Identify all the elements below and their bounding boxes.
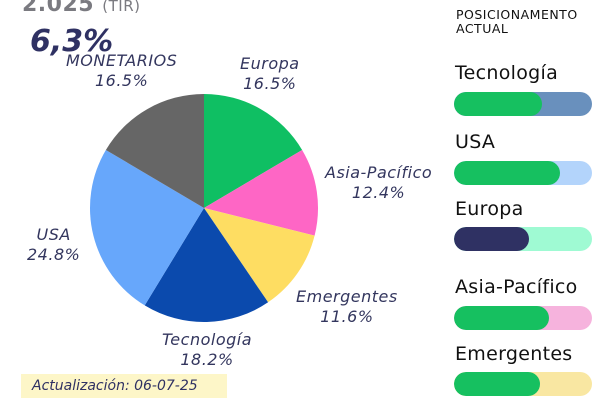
positioning-title: POSICIONAMENTO ACTUAL: [456, 8, 578, 36]
slice-value: 24.8%: [27, 245, 81, 264]
slice-name: USA: [36, 225, 71, 244]
pie-slice-tecnologia: [144, 208, 269, 323]
positioning-bar-europa: [454, 227, 592, 251]
pie-slice-europa: [204, 94, 303, 208]
bar-fill: [454, 92, 543, 116]
slice-label-usa: USA 24.8%: [27, 225, 80, 265]
slice-value: 18.2%: [180, 350, 234, 369]
bar-label-europa: Europa: [455, 198, 524, 220]
slice-label-tecnologia: Tecnología 18.2%: [162, 330, 252, 370]
slice-label-emergentes: Emergentes 11.6%: [296, 287, 398, 327]
slice-name: Tecnología: [162, 330, 253, 349]
bar-fill: [454, 306, 550, 330]
bar-label-emergentes: Emergentes: [455, 343, 573, 365]
bar-label-usa: USA: [455, 131, 496, 153]
pie-slice-usa: [90, 149, 204, 306]
positioning-bar-asia-pacifico: [454, 306, 592, 330]
pie-slice-monetarios: [105, 94, 204, 208]
bar-fill: [454, 161, 561, 185]
investment-year: 2.025 (TIR): [22, 0, 140, 17]
pie-slice-emergentes: [204, 208, 315, 303]
slice-label-asia-pacifico: Asia-Pacífico 12.4%: [325, 163, 432, 203]
bar-fill: [454, 227, 529, 251]
slice-value: 16.5%: [243, 74, 297, 93]
pie-slice-asia-pacifico: [204, 149, 318, 236]
slice-name: Europa: [240, 54, 300, 73]
slice-name: Asia-Pacífico: [325, 163, 433, 182]
bar-label-tecnologia: Tecnología: [455, 62, 559, 84]
year-value: 2.025: [22, 0, 95, 17]
positioning-bar-usa: [454, 161, 592, 185]
slice-value: 11.6%: [320, 307, 374, 326]
positioning-title-line1: POSICIONAMENTO: [456, 7, 578, 22]
bar-label-asia-pacifico: Asia-Pacífico: [455, 276, 578, 298]
slice-name: MONETARIOS: [66, 51, 178, 70]
tir-label: (TIR): [102, 0, 141, 15]
yield-value: 6,3%: [30, 24, 114, 59]
positioning-bar-emergentes: [454, 372, 592, 396]
update-date: Actualización: 06-07-25: [21, 374, 227, 398]
positioning-bar-tecnologia: [454, 92, 592, 116]
positioning-title-line2: ACTUAL: [456, 21, 509, 36]
slice-value: 16.5%: [94, 71, 149, 90]
bar-fill: [454, 372, 540, 396]
slice-label-europa: Europa 16.5%: [240, 54, 300, 94]
slice-value: 12.4%: [351, 183, 406, 202]
slice-label-monetarios: MONETARIOS 16.5%: [66, 51, 177, 91]
slice-name: Emergentes: [296, 287, 398, 306]
